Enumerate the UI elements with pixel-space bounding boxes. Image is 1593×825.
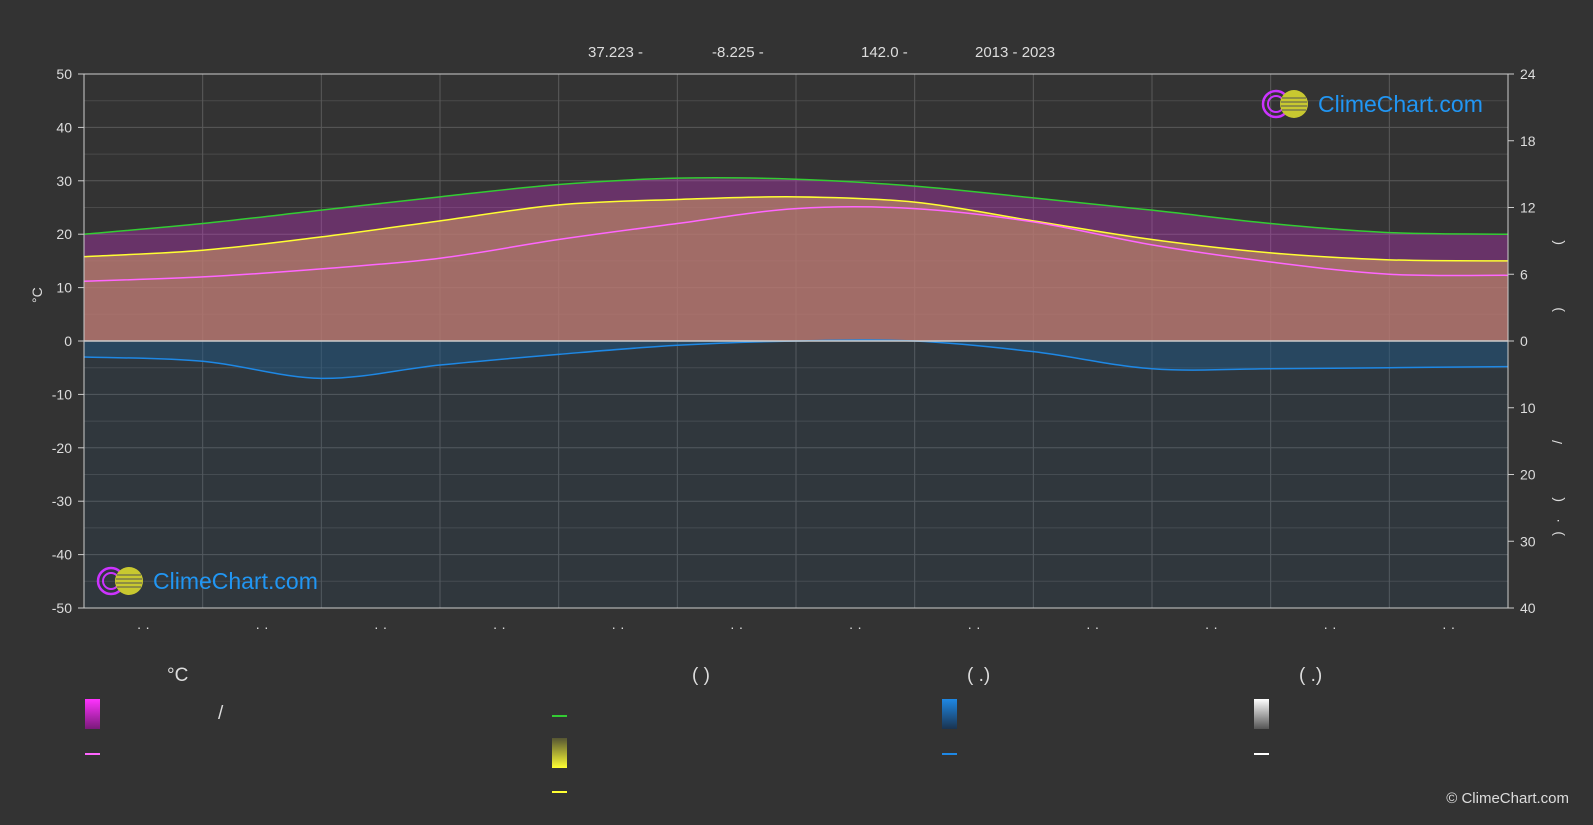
precipitation-area xyxy=(84,340,1508,379)
series-lines xyxy=(83,176,1509,380)
header-longitude: -8.225 - xyxy=(712,44,764,61)
precipitation-background xyxy=(84,341,1508,608)
logo-icon xyxy=(96,566,143,596)
y-tick-label: -50 xyxy=(52,600,72,616)
y-right-tick-label: 20 xyxy=(1520,467,1536,483)
legend-daylight-swatch xyxy=(552,715,567,717)
header-latitude: 37.223 - xyxy=(588,44,643,61)
legend-snow-heading: ( .) xyxy=(1299,665,1323,686)
y-tick-label: 50 xyxy=(56,66,72,82)
y-tick-label: 0 xyxy=(64,333,72,349)
sunshine-area xyxy=(84,196,1508,341)
temperature-range-area xyxy=(84,177,1508,341)
y-tick-label: -20 xyxy=(52,440,72,456)
y-right-tick-label: 24 xyxy=(1520,66,1536,82)
y-tick-label: -10 xyxy=(52,386,72,402)
copyright: © ClimeChart.com xyxy=(1446,790,1569,807)
data-fills xyxy=(84,177,1508,608)
sunshine-line xyxy=(83,196,1509,262)
y-right-tick-label: 40 xyxy=(1520,600,1536,616)
y-tick-label: -30 xyxy=(52,493,72,509)
right-axis-label-glyph: / xyxy=(1549,440,1565,444)
y-tick-label: 30 xyxy=(56,173,72,189)
legend-sun-heading: ( ) xyxy=(692,665,710,686)
header-elevation: 142.0 - xyxy=(861,44,908,61)
y-right-tick-label: 0 xyxy=(1520,333,1528,349)
logo-text: ClimeChart.com xyxy=(1318,90,1483,117)
header-years: 2013 - 2023 xyxy=(975,44,1055,61)
y-right-tick-label: 12 xyxy=(1520,200,1536,216)
legend-snow-range-swatch xyxy=(1254,699,1269,729)
x-tick-label: · · xyxy=(137,619,150,635)
right-axis-label-glyph: ) xyxy=(1549,531,1565,536)
x-tick-label: · · xyxy=(730,619,743,635)
x-tick-label: · · xyxy=(1442,619,1455,635)
legend-rain-mean-swatch xyxy=(942,753,957,755)
x-tick-label: · · xyxy=(611,619,624,635)
y-right-tick-label: 6 xyxy=(1520,266,1528,282)
right-axis-label-glyph: ( xyxy=(1549,240,1565,245)
daylight-line xyxy=(83,176,1509,235)
y-tick-label: 20 xyxy=(56,226,72,242)
legend-temp-separator: / xyxy=(218,703,224,724)
legend-rain-heading: ( .) xyxy=(967,665,991,686)
legend-temp-range-swatch xyxy=(85,699,100,729)
y-right-tick-label: 10 xyxy=(1520,400,1536,416)
logo-bottom: ClimeChart.com xyxy=(95,565,318,597)
legend-sunshine-range-swatch xyxy=(552,738,567,768)
x-tick-label: · · xyxy=(1323,619,1336,635)
y-right-tick-label: 30 xyxy=(1520,533,1536,549)
right-axis-label-glyph: ) xyxy=(1549,307,1565,312)
x-tick-label: · · xyxy=(374,619,387,635)
logo-icon xyxy=(1261,89,1308,119)
legend-sunshine-mean-swatch xyxy=(552,791,567,793)
temperature-mean-line xyxy=(83,206,1509,282)
legend-snow-mean-swatch xyxy=(1254,753,1269,755)
x-tick-label: · · xyxy=(493,619,506,635)
y-axis-label: °C xyxy=(29,287,45,303)
logo-text: ClimeChart.com xyxy=(153,567,318,594)
right-axis-label-glyph: ( xyxy=(1549,497,1565,502)
x-tick-label: · · xyxy=(255,619,268,635)
x-tick-label: · · xyxy=(1205,619,1218,635)
y-right-tick-label: 18 xyxy=(1520,133,1536,149)
axes: 50 40 30 20 10 0 -10 -20 -30 -40 -50 24 18 12 6 0 10 20 30… xyxy=(52,66,1565,635)
legend-rain-range-swatch xyxy=(942,699,957,729)
legend-temp-heading: °C xyxy=(167,665,189,686)
x-tick-label: · · xyxy=(967,619,980,635)
right-axis-label-glyph: · xyxy=(1549,518,1565,523)
y-tick-label: 40 xyxy=(56,119,72,135)
legend-temp-mean-swatch xyxy=(85,753,100,755)
x-tick-label: · · xyxy=(1086,619,1099,635)
logo-top: ClimeChart.com xyxy=(1260,88,1483,120)
y-tick-label: 10 xyxy=(56,280,72,296)
x-tick-label: · · xyxy=(849,619,862,635)
y-tick-label: -40 xyxy=(52,547,72,563)
